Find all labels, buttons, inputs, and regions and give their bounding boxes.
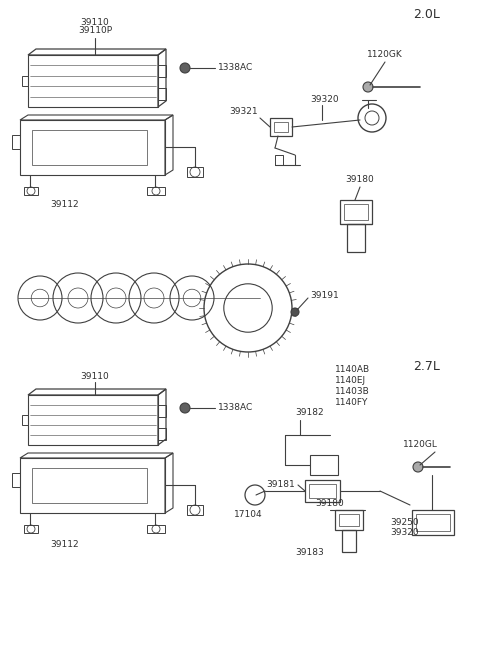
Bar xyxy=(20,458,165,513)
Bar xyxy=(339,514,359,526)
Bar xyxy=(158,65,166,77)
Text: 39110: 39110 xyxy=(81,18,109,27)
Bar xyxy=(22,415,28,425)
Bar xyxy=(20,120,165,175)
Text: 39112: 39112 xyxy=(51,540,79,549)
Circle shape xyxy=(180,403,190,413)
Text: 17104: 17104 xyxy=(234,510,262,519)
Text: 1140AB: 1140AB xyxy=(335,365,370,374)
Bar xyxy=(28,395,158,445)
Bar xyxy=(147,525,165,533)
Circle shape xyxy=(413,462,423,472)
Bar xyxy=(412,510,454,535)
Text: 39191: 39191 xyxy=(310,291,339,299)
Text: 39250: 39250 xyxy=(390,518,419,527)
Text: 2.7L: 2.7L xyxy=(413,360,440,373)
Bar xyxy=(12,135,20,149)
Bar xyxy=(28,55,158,107)
Text: 39320: 39320 xyxy=(310,95,338,104)
Text: 39112: 39112 xyxy=(51,200,79,209)
Text: 1338AC: 1338AC xyxy=(218,403,253,413)
Bar xyxy=(22,76,28,86)
Bar xyxy=(187,505,203,515)
Bar xyxy=(270,118,292,136)
Text: 2.0L: 2.0L xyxy=(413,8,440,21)
Text: 1338AC: 1338AC xyxy=(218,64,253,73)
Text: 11403B: 11403B xyxy=(335,387,370,396)
Text: 39180: 39180 xyxy=(346,175,374,184)
Text: 39321: 39321 xyxy=(229,107,258,117)
Bar xyxy=(342,530,356,552)
Bar xyxy=(24,187,38,195)
Text: 39183: 39183 xyxy=(296,548,324,557)
Bar xyxy=(32,130,147,165)
Bar xyxy=(340,200,372,224)
Circle shape xyxy=(363,82,373,92)
Bar xyxy=(416,514,450,531)
Bar xyxy=(275,155,283,165)
Bar xyxy=(310,455,338,475)
Text: 39181: 39181 xyxy=(266,480,295,489)
Bar xyxy=(158,88,166,100)
Bar xyxy=(274,122,288,132)
Text: 39110: 39110 xyxy=(81,372,109,381)
Text: 1120GK: 1120GK xyxy=(367,50,403,59)
Text: 39110P: 39110P xyxy=(78,26,112,35)
Text: 1140EJ: 1140EJ xyxy=(335,376,366,385)
Bar xyxy=(347,224,365,252)
Bar xyxy=(305,480,340,502)
Bar xyxy=(12,473,20,487)
Bar xyxy=(147,187,165,195)
Text: 39320: 39320 xyxy=(390,528,419,537)
Bar xyxy=(158,428,166,440)
Bar xyxy=(32,468,147,503)
Bar xyxy=(309,484,336,498)
Circle shape xyxy=(291,308,299,316)
Text: 39180: 39180 xyxy=(316,499,344,508)
Text: 1140FY: 1140FY xyxy=(335,398,368,407)
Bar xyxy=(187,167,203,177)
Text: 39182: 39182 xyxy=(295,408,324,417)
Bar xyxy=(344,204,368,220)
Bar xyxy=(158,405,166,417)
Text: 1120GL: 1120GL xyxy=(403,440,438,449)
Bar xyxy=(24,525,38,533)
Circle shape xyxy=(180,63,190,73)
Bar xyxy=(335,510,363,530)
